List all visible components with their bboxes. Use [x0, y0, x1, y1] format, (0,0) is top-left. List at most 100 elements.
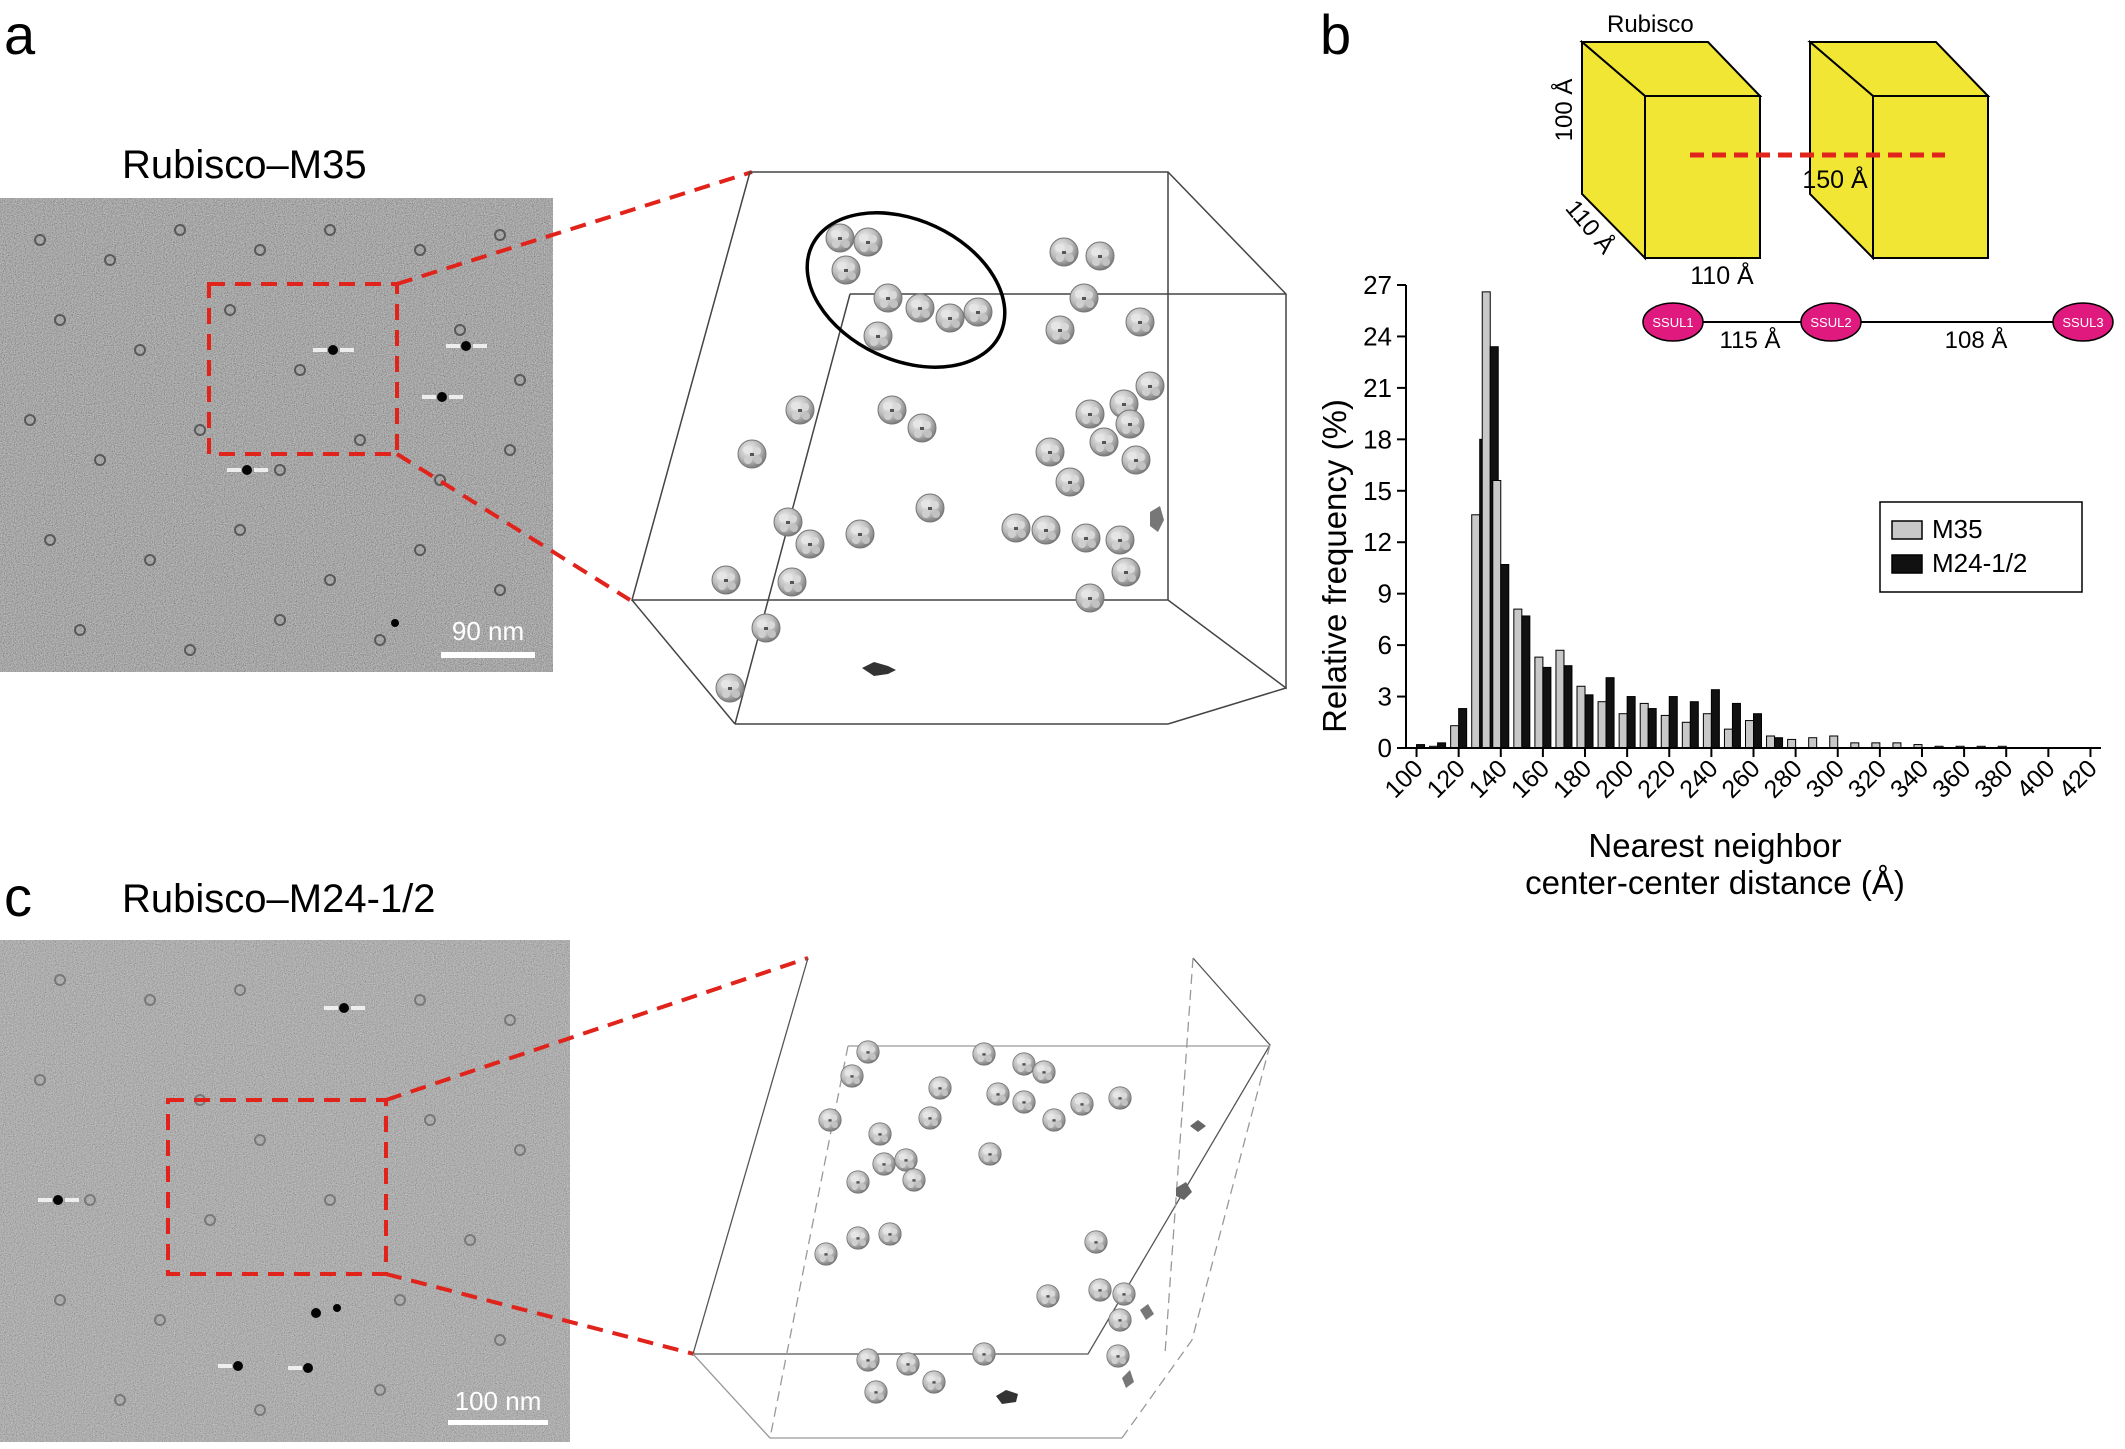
- legend-label-m24: M24-1/2: [1932, 548, 2027, 578]
- bar-m24: [1584, 694, 1594, 749]
- bar-m35: [1513, 608, 1523, 749]
- schematic-label: Rubisco: [1607, 11, 1694, 38]
- y-tick-label: 6: [1378, 630, 1392, 660]
- bar-m35: [1481, 291, 1491, 749]
- cluster-ellipse: [805, 211, 1007, 369]
- x-tick-label: 200: [1590, 754, 1639, 803]
- bar-m35: [1534, 656, 1544, 749]
- panel-a-title: Rubisco–M35: [122, 143, 367, 187]
- bar-m35: [1660, 714, 1670, 749]
- legend: M35 M24-1/2: [1879, 501, 2083, 593]
- bar-m24: [1710, 689, 1720, 749]
- bar-m35: [1829, 735, 1839, 749]
- scale-bar-a-label: 90 nm: [452, 616, 524, 646]
- bar-m35: [1450, 725, 1460, 749]
- bar-m35: [1723, 728, 1733, 749]
- y-tick-label: 15: [1363, 476, 1392, 506]
- zoom-box-c: [166, 1098, 388, 1276]
- y-axis-label: Relative frequency (%): [1316, 399, 1353, 733]
- bar-m24: [1753, 713, 1762, 749]
- bar-m24: [1647, 708, 1657, 749]
- bar-series: [1416, 291, 2007, 749]
- y-tick-label: 24: [1363, 321, 1392, 351]
- x-tick-label: 320: [1843, 754, 1892, 803]
- legend-label-m35: M35: [1932, 514, 1983, 544]
- x-tick-label: 260: [1716, 754, 1765, 803]
- x-tick-label: 140: [1464, 754, 1513, 803]
- bar-m35: [1471, 514, 1481, 749]
- tomogram-volume-c: [692, 957, 1271, 1439]
- bar-m35: [1681, 721, 1691, 749]
- bar-m35: [1702, 713, 1712, 749]
- ssul3-node: [2052, 302, 2114, 342]
- y-tick-label: 27: [1363, 270, 1392, 300]
- bar-m24: [1500, 564, 1510, 749]
- linker2-label: 108 Å: [1945, 326, 2008, 354]
- y-tick-label: 0: [1378, 733, 1392, 763]
- bar-m35: [1618, 713, 1628, 749]
- bar-m24: [1563, 665, 1573, 749]
- particles-c: [814, 1040, 1206, 1404]
- zoom-line-a-top: [396, 170, 753, 286]
- ssul2-node: [1800, 302, 1862, 342]
- y-tick-label: 9: [1378, 579, 1392, 609]
- scale-bar-c-label: 100 nm: [455, 1386, 542, 1416]
- x-tick-label: 340: [1885, 754, 1934, 803]
- y-tick-label: 18: [1363, 424, 1392, 454]
- x-tick-label: 420: [2053, 754, 2102, 803]
- x-tick-label: 280: [1759, 754, 1808, 803]
- spacing-label: 150 Å: [1802, 164, 1868, 194]
- ssul1-node: [1642, 302, 1704, 342]
- x-tick-label: 380: [1969, 754, 2018, 803]
- rubisco-cube-2: [1872, 95, 1989, 259]
- width-label: 110 Å: [1690, 260, 1754, 290]
- rubisco-schematic: Rubisco 100 Å 110 Å 110 Å 150 Å: [1550, 11, 1991, 290]
- x-tick-label: 180: [1548, 754, 1597, 803]
- ssul1-label: SSUL1: [1652, 315, 1693, 330]
- bar-m35: [1766, 735, 1776, 749]
- bar-m35: [1492, 479, 1502, 749]
- panel-letter-a: a: [4, 3, 36, 66]
- height-label: 100 Å: [1550, 79, 1578, 142]
- zoom-line-c-bottom: [385, 1272, 695, 1356]
- bar-m24: [1605, 677, 1615, 749]
- panel-letter-c: c: [4, 865, 32, 928]
- bar-m24: [1668, 696, 1678, 749]
- scale-bar-c: [448, 1420, 548, 1425]
- bar-m24: [1521, 615, 1531, 749]
- em-image-c: 100 nm: [0, 940, 570, 1442]
- panel-b: b Rubisco 100 Å 110 Å 110 Å 150 Å SSUL1 …: [1316, 3, 2114, 901]
- bar-m24: [1689, 701, 1699, 749]
- panel-c: c Rubisco–M24-1/2: [0, 865, 1271, 1442]
- zoom-line-c-top: [385, 956, 809, 1102]
- x-axis-label-line1: Nearest neighbor: [1588, 827, 1841, 864]
- x-tick-label: 360: [1927, 754, 1976, 803]
- ssul-diagram: SSUL1 SSUL2 SSUL3 115 Å 108 Å: [1642, 302, 2114, 354]
- legend-box: [1879, 501, 2083, 593]
- em-image-a: 90 nm: [0, 198, 553, 672]
- bar-m35: [1808, 737, 1818, 749]
- ssul3-label: SSUL3: [2062, 315, 2103, 330]
- bar-m35: [1555, 649, 1565, 749]
- x-axis: 1001201401601802002202402602803003203403…: [1379, 748, 2103, 804]
- bar-m35: [1597, 701, 1607, 749]
- legend-swatch-m35: [1891, 520, 1923, 540]
- bar-m35: [1787, 738, 1797, 749]
- y-axis: 0 3 6 9 12 15 18 21 24 27: [1363, 270, 1406, 763]
- bar-m35: [1745, 720, 1754, 749]
- bar-m35: [1639, 702, 1649, 749]
- panel-letter-b: b: [1320, 3, 1351, 66]
- tomogram-volume-a: [631, 171, 1287, 725]
- legend-swatch-m24: [1891, 554, 1923, 574]
- linker1-label: 115 Å: [1720, 326, 1781, 354]
- zoom-box-a: [207, 282, 399, 456]
- rubisco-cube-1: [1644, 95, 1761, 259]
- nn-distance-histogram: 0 3 6 9 12 15 18 21 24 27 10012014016018020022024…: [1316, 270, 2103, 901]
- x-tick-label: 120: [1422, 754, 1471, 803]
- bar-m24: [1626, 696, 1636, 749]
- x-axis-label-line2: center-center distance (Å): [1525, 864, 1905, 901]
- bar-m24: [1731, 702, 1741, 749]
- scale-bar-a: [441, 652, 535, 658]
- particles-a: [711, 223, 1165, 703]
